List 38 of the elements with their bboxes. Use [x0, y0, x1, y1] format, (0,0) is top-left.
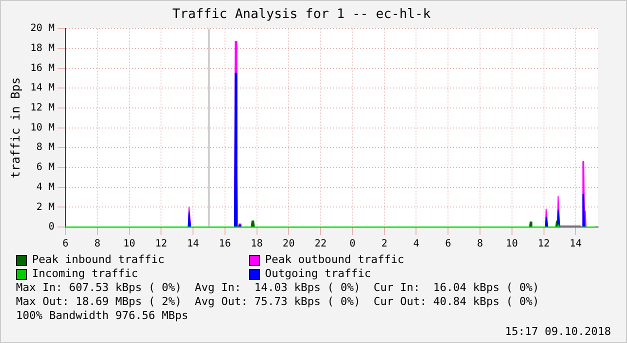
x-tick-label: 6 — [62, 238, 68, 250]
y-tick-label: 6 M — [36, 162, 54, 174]
legend-label: Peak inbound traffic — [32, 253, 164, 267]
y-tick-label: 18 M — [30, 43, 54, 54]
x-tick-label: 12 — [538, 238, 550, 250]
y-axis-title: traffic in Bps — [8, 77, 22, 178]
x-tick-label: 10 — [123, 238, 136, 250]
x-tick-label: 12 — [155, 238, 168, 250]
y-tick-label: 12 M — [30, 102, 54, 114]
y-tick-label: 2 M — [36, 202, 54, 213]
x-tick-label: 8 — [94, 238, 100, 250]
x-tick-label: 22 — [314, 238, 327, 250]
y-tick-label: 14 M — [30, 82, 54, 94]
x-tick-label: 18 — [250, 238, 263, 250]
legend-label: Incoming traffic — [32, 267, 138, 281]
x-tick-label: 14 — [570, 238, 582, 250]
x-tick-label: 0 — [349, 238, 356, 250]
legend-label: Outgoing traffic — [265, 267, 371, 281]
y-tick-label: 0 — [48, 222, 54, 233]
text: Max In: 607.53 kBps ( 0%) Avg In: 14.03 kBps ( 0%) Cur In: 16.04 kBps ( 0%) — [16, 281, 540, 295]
x-tick-label: 6 — [445, 238, 452, 250]
y-tick-label: 20 M — [30, 23, 54, 34]
y-tick-label: 8 M — [36, 142, 54, 154]
x-tick-label: 10 — [506, 238, 518, 250]
chart-title: Traffic Analysis for 1 -- ec-hl-k — [172, 7, 431, 22]
x-tick-label: 8 — [477, 238, 484, 250]
text: 15:17 09.10.2018 — [505, 325, 611, 338]
x-tick-label: 20 — [282, 238, 295, 250]
x-tick-label: 16 — [218, 238, 231, 250]
legend-label: Peak outbound traffic — [265, 253, 404, 267]
y-tick-label: 16 M — [30, 62, 54, 74]
x-tick-label: 14 — [187, 238, 200, 250]
x-tick-label: 4 — [413, 238, 420, 250]
y-tick-label: 4 M — [36, 182, 54, 193]
y-tick-label: 10 M — [30, 122, 54, 134]
text: Max Out: 18.69 MBps ( 2%) Avg Out: 75.73 kBps ( 0%) Cur Out: 40.84 kBps ( 0%) — [16, 295, 540, 309]
text: 100% Bandwidth 976.56 MBps — [16, 309, 190, 323]
x-tick-label: 2 — [381, 238, 388, 250]
